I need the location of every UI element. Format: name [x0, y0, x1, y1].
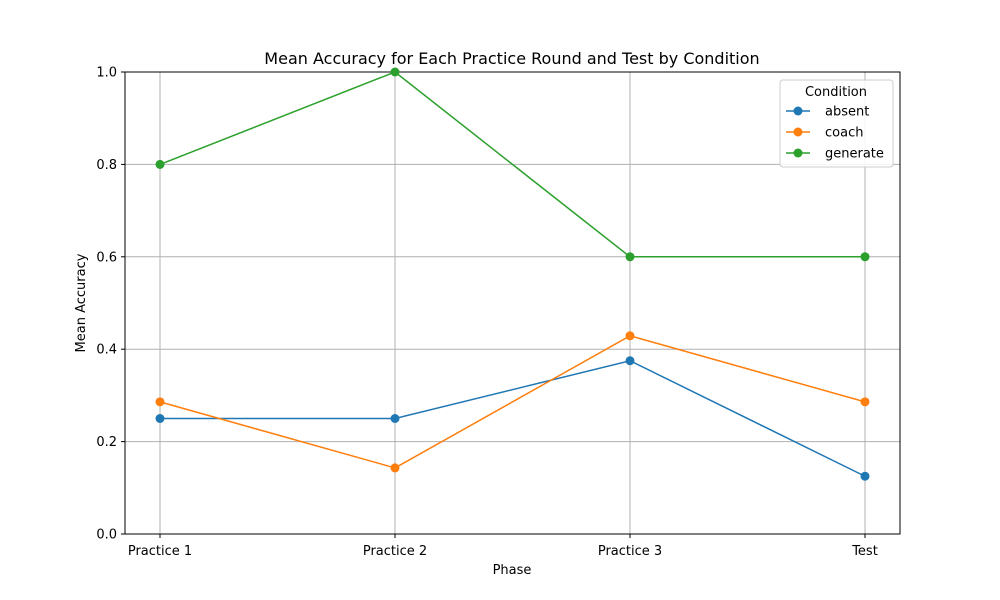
legend-marker-coach — [793, 127, 803, 137]
data-point-absent — [390, 414, 400, 423]
y-axis: 0.0 0.2 0.4 0.6 0.8 1.0 — [96, 66, 125, 543]
data-point-coach — [155, 397, 165, 407]
data-point-coach — [860, 397, 870, 407]
series-line-coach — [159, 334, 866, 469]
data-point-generate — [390, 67, 400, 77]
data-point-generate — [155, 159, 165, 169]
legend-label-coach: coach — [825, 126, 863, 141]
y-tick-label: 0.4 — [96, 343, 117, 358]
legend-label-absent: absent — [825, 105, 869, 120]
x-tick-label: Practice 2 — [363, 544, 427, 559]
data-point-generate — [625, 252, 635, 262]
y-tick-label: 0.0 — [96, 528, 117, 543]
plot-area-frame — [124, 71, 901, 535]
legend: Condition absent coach generate — [779, 79, 894, 168]
data-point-generate — [860, 252, 870, 262]
y-tick-label: 0.2 — [96, 435, 117, 450]
legend-title: Condition — [805, 85, 867, 100]
series-group — [155, 67, 870, 481]
legend-label-generate: generate — [825, 147, 884, 162]
legend-marker-absent — [793, 106, 803, 116]
data-point-coach — [390, 463, 400, 473]
x-axis: Practice 1 Practice 2 Practice 3 Test — [128, 534, 878, 559]
data-point-absent — [625, 356, 635, 366]
x-axis-label: Phase — [493, 563, 532, 578]
data-point-absent — [155, 414, 165, 423]
series-absent — [155, 356, 870, 481]
series-coach — [155, 331, 870, 473]
series-line-absent — [160, 359, 866, 477]
legend-marker-generate — [793, 148, 803, 158]
data-point-absent — [860, 471, 870, 481]
y-tick-label: 0.6 — [96, 250, 117, 265]
series-line-generate — [159, 71, 865, 258]
x-tick-label: Test — [851, 544, 878, 559]
data-point-coach — [625, 331, 635, 341]
series-generate — [155, 67, 870, 262]
chart-title: Mean Accuracy for Each Practice Round an… — [264, 49, 759, 68]
legend-box — [779, 79, 894, 168]
y-tick-label: 1.0 — [96, 66, 117, 81]
x-tick-label: Practice 1 — [128, 544, 192, 559]
y-tick-label: 0.8 — [96, 158, 117, 173]
y-axis-label: Mean Accuracy — [74, 253, 89, 352]
x-tick-label: Practice 3 — [598, 544, 662, 559]
